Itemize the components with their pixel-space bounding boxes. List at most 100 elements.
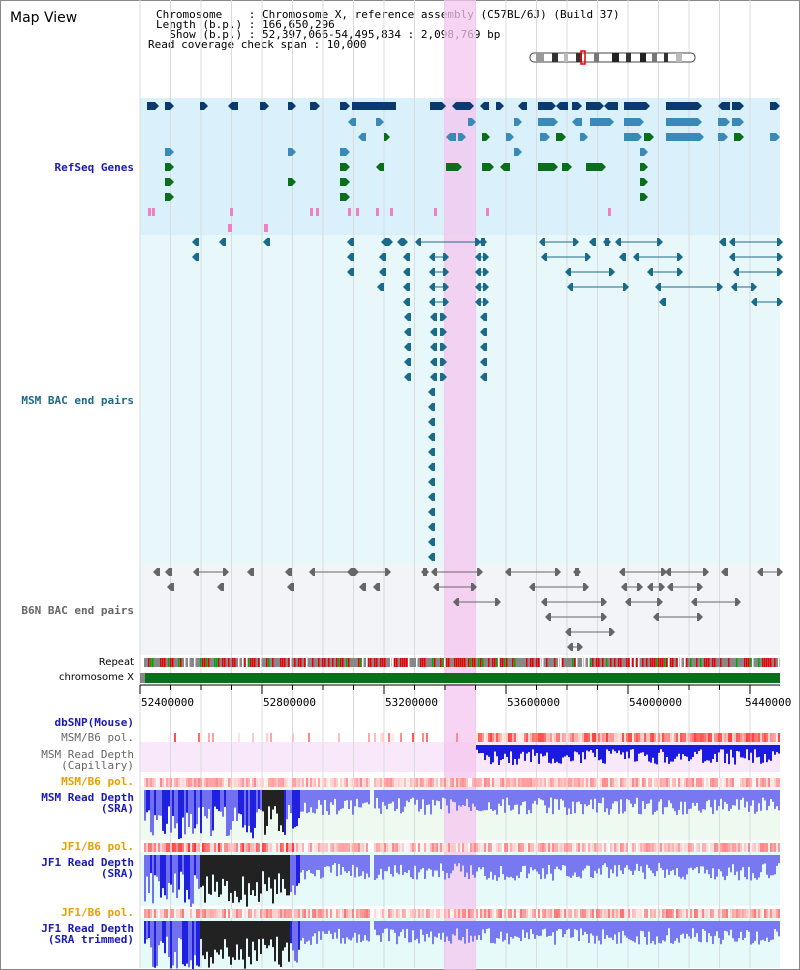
polymorphism-segment	[208, 843, 210, 852]
depth-bar	[396, 790, 398, 809]
depth-bar	[720, 745, 722, 750]
polymorphism-segment	[544, 909, 546, 918]
gene-arrow	[496, 102, 504, 110]
polymorphism-segment	[520, 778, 522, 787]
depth-bar	[582, 921, 584, 936]
depth-bar	[724, 745, 726, 764]
depth-bar	[236, 790, 238, 821]
track-label-msm-pol-1[interactable]: MSM/B6 pol.	[61, 731, 134, 744]
depth-bar	[758, 921, 760, 945]
depth-bar	[240, 855, 242, 900]
polymorphism-segment	[326, 843, 328, 852]
depth-bar	[770, 855, 772, 876]
polymorphism-segment	[600, 843, 602, 852]
polymorphism-segment	[510, 843, 512, 852]
repeat-segment	[676, 658, 678, 667]
polymorphism-segment	[618, 909, 620, 918]
gene-arrow	[518, 102, 527, 110]
msm-bac-end	[623, 283, 629, 291]
track-label-jf1-depth-sra[interactable]: JF1 Read Depth (SRA)	[41, 856, 134, 880]
depth-bar	[454, 921, 456, 936]
polymorphism-segment	[434, 778, 436, 787]
track-label-jf1-depth-trim[interactable]: JF1 Read Depth (SRA trimmed)	[41, 922, 134, 946]
polymorphism-segment	[566, 733, 568, 742]
polymorphism-segment	[390, 909, 392, 918]
depth-bar	[606, 745, 608, 750]
repeat-segment	[536, 658, 538, 667]
depth-bar	[248, 921, 250, 957]
track-label-msm-bac[interactable]: MSM BAC end pairs	[21, 394, 134, 407]
track-label-refseq[interactable]: RefSeq Genes	[54, 161, 134, 174]
depth-bar	[734, 921, 736, 942]
track-label-msm-depth-sra[interactable]: MSM Read Depth (SRA)	[41, 791, 134, 815]
polymorphism-segment	[266, 843, 268, 852]
depth-bar	[472, 855, 474, 875]
gene-marker	[148, 208, 151, 216]
depth-bar	[346, 790, 348, 801]
polymorphism-segment	[380, 843, 382, 852]
track-label-msm-pol-2[interactable]: MSM/B6 pol.	[61, 775, 134, 788]
b6n-bac-end	[621, 583, 627, 591]
depth-bar	[362, 921, 364, 941]
polymorphism-segment	[192, 778, 194, 787]
polymorphism-segment	[632, 778, 634, 787]
depth-bar	[158, 921, 160, 946]
polymorphism-segment	[554, 843, 556, 852]
repeat-segment	[596, 658, 598, 667]
depth-bar	[390, 855, 392, 874]
depth-bar	[368, 855, 370, 878]
depth-bar	[538, 855, 540, 875]
polymorphism-segment	[376, 909, 378, 918]
polymorphism-segment	[492, 778, 494, 787]
depth-bar	[392, 790, 394, 802]
depth-bar	[656, 855, 658, 872]
polymorphism-segment	[478, 843, 480, 852]
polymorphism-segment	[654, 733, 656, 742]
track-label-msm-depth-cap[interactable]: MSM Read Depth (Capillary)	[41, 748, 134, 772]
gene-arrow	[384, 133, 390, 141]
polymorphism-segment	[338, 843, 340, 852]
track-label-jf1-pol-1[interactable]: JF1/B6 pol.	[61, 840, 134, 853]
polymorphism-segment	[458, 909, 460, 918]
repeat-segment	[602, 658, 604, 667]
polymorphism-segment	[618, 733, 620, 742]
polymorphism-segment	[766, 778, 768, 787]
depth-bar	[342, 855, 344, 868]
polymorphism-segment	[510, 778, 512, 787]
depth-bar	[592, 855, 594, 878]
depth-bar	[316, 790, 318, 809]
bac-end	[403, 268, 410, 276]
polymorphism-segment	[722, 778, 724, 787]
depth-bar	[170, 855, 172, 885]
track-label-b6n-bac[interactable]: B6N BAC end pairs	[21, 604, 134, 617]
polymorphism-segment	[374, 733, 376, 742]
repeat-segment	[474, 658, 476, 667]
depth-bar	[650, 921, 652, 944]
depth-bar	[626, 745, 628, 752]
polymorphism-segment	[226, 843, 228, 852]
polymorphism-segment	[380, 909, 382, 918]
polymorphism-segment	[684, 733, 686, 742]
track-label-jf1-pol-2[interactable]: JF1/B6 pol.	[61, 906, 134, 919]
repeat-segment	[714, 658, 716, 667]
polymorphism-segment	[216, 778, 218, 787]
depth-bar	[694, 855, 696, 869]
repeat-segment	[462, 658, 464, 667]
depth-bar	[594, 790, 596, 799]
depth-bar	[298, 921, 300, 950]
polymorphism-segment	[404, 843, 406, 852]
polymorphism-segment	[382, 778, 384, 787]
depth-bar	[196, 855, 198, 879]
polymorphism-segment	[718, 778, 720, 787]
depth-bar	[248, 855, 250, 884]
repeat-segment	[670, 658, 672, 667]
depth-bar	[296, 855, 298, 886]
polymorphism-segment	[198, 778, 200, 787]
track-label-dbsnp[interactable]: dbSNP(Mouse)	[54, 716, 134, 729]
repeat-segment	[208, 658, 210, 667]
depth-bar	[190, 855, 192, 907]
polymorphism-segment	[294, 909, 296, 918]
depth-bar	[708, 855, 710, 875]
depth-bar	[662, 790, 664, 815]
